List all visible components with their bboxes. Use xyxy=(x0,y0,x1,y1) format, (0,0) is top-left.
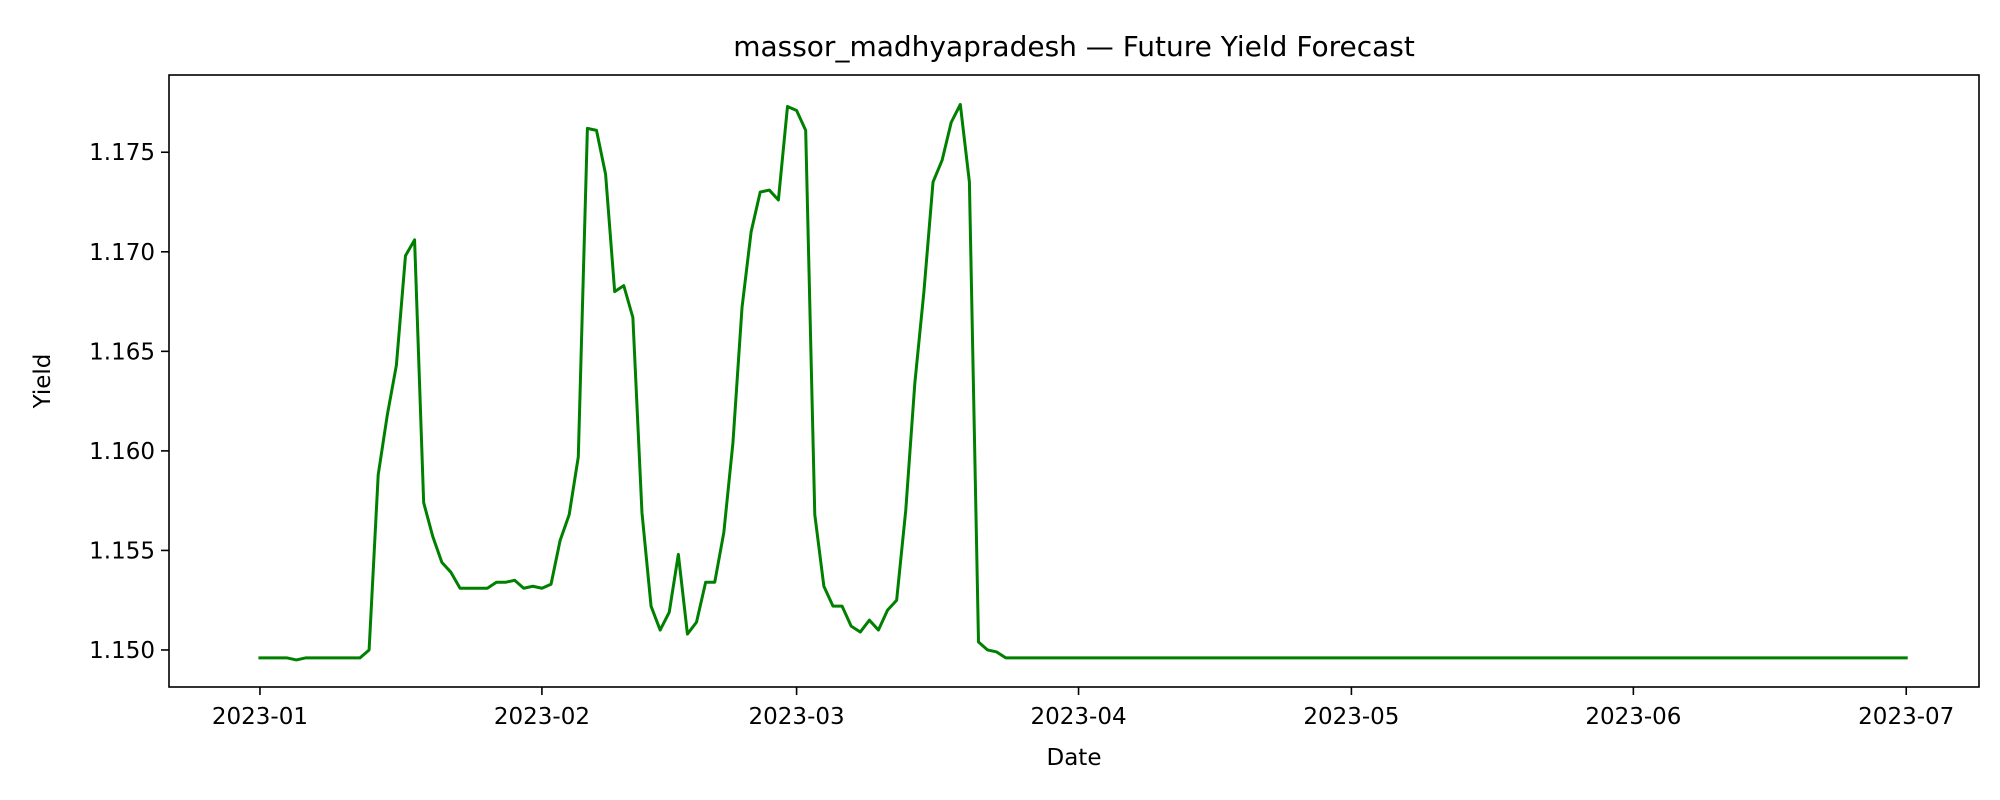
x-tick-label: 2023-05 xyxy=(1303,704,1399,730)
x-tick-label: 2023-07 xyxy=(1858,704,1954,730)
y-tick-label: 1.175 xyxy=(89,140,155,166)
y-tick-label: 1.155 xyxy=(89,538,155,564)
plot-area xyxy=(169,75,1979,687)
x-axis: 2023-01 2023-02 2023-03 2023-04 2023-05 2023-… xyxy=(212,687,1954,730)
y-tick-label: 1.165 xyxy=(89,339,155,365)
y-axis: 1.150 1.155 1.160 1.165 1.170 1.175 xyxy=(89,140,169,664)
y-tick-label: 1.150 xyxy=(89,638,155,664)
x-tick-label: 2023-06 xyxy=(1585,704,1681,730)
plot-frame xyxy=(168,74,1980,688)
y-tick-label: 1.170 xyxy=(89,240,155,266)
chart-title: massor_madhyapradesh — Future Yield Fore… xyxy=(733,30,1415,63)
x-tick-label: 2023-04 xyxy=(1030,704,1126,730)
y-tick-label: 1.160 xyxy=(89,439,155,465)
x-tick-label: 2023-01 xyxy=(212,704,308,730)
x-tick-label: 2023-02 xyxy=(494,704,590,730)
series-line xyxy=(258,102,1908,662)
x-tick-label: 2023-03 xyxy=(749,704,845,730)
x-axis-label: Date xyxy=(1047,745,1102,771)
y-axis-label: Yield xyxy=(30,354,56,410)
